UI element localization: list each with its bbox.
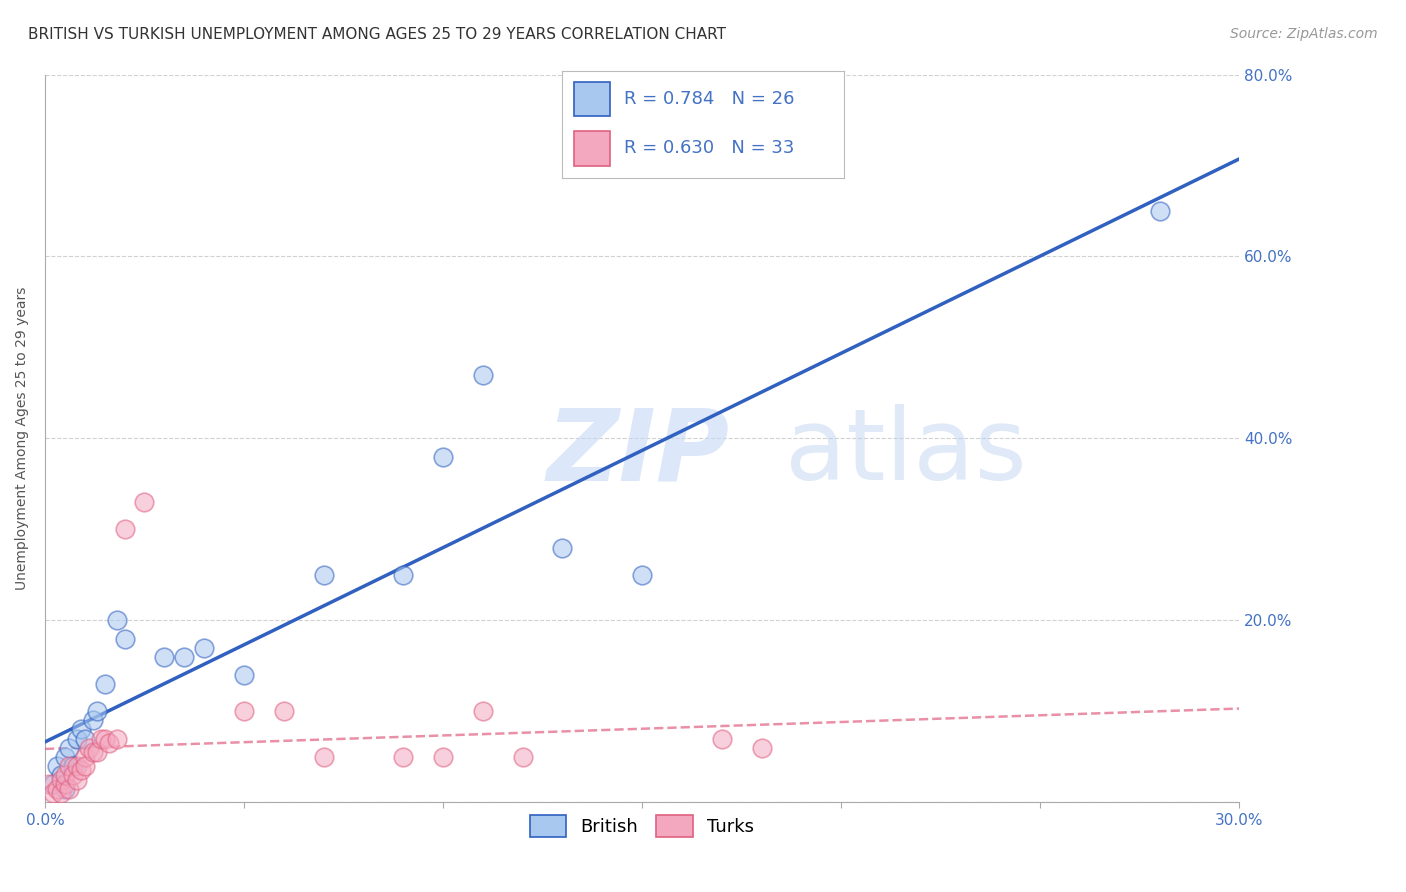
Text: atlas: atlas bbox=[786, 404, 1026, 501]
Point bbox=[512, 749, 534, 764]
Point bbox=[273, 704, 295, 718]
Point bbox=[471, 368, 494, 382]
Point bbox=[312, 749, 335, 764]
Point bbox=[86, 745, 108, 759]
Point bbox=[312, 567, 335, 582]
Point bbox=[432, 450, 454, 464]
Point bbox=[193, 640, 215, 655]
Point bbox=[97, 736, 120, 750]
Point bbox=[73, 749, 96, 764]
Point bbox=[77, 740, 100, 755]
Point bbox=[53, 749, 76, 764]
Point bbox=[105, 731, 128, 746]
FancyBboxPatch shape bbox=[574, 131, 610, 166]
Point bbox=[73, 731, 96, 746]
Point bbox=[38, 777, 60, 791]
Point bbox=[82, 745, 104, 759]
Point bbox=[58, 740, 80, 755]
Point bbox=[1149, 204, 1171, 219]
Point bbox=[153, 649, 176, 664]
Point bbox=[62, 759, 84, 773]
Point bbox=[551, 541, 574, 555]
Point bbox=[134, 495, 156, 509]
Point bbox=[42, 786, 65, 800]
Point bbox=[69, 764, 91, 778]
Point bbox=[66, 759, 89, 773]
Point bbox=[392, 749, 415, 764]
Point bbox=[93, 731, 115, 746]
Point bbox=[49, 768, 72, 782]
Point bbox=[233, 704, 256, 718]
Point bbox=[233, 668, 256, 682]
Point bbox=[66, 772, 89, 787]
Point bbox=[173, 649, 195, 664]
Text: ZIP: ZIP bbox=[547, 404, 730, 501]
Point bbox=[82, 714, 104, 728]
Point bbox=[53, 781, 76, 796]
Point bbox=[58, 759, 80, 773]
Point bbox=[114, 632, 136, 646]
Point bbox=[69, 723, 91, 737]
Point bbox=[105, 613, 128, 627]
Point bbox=[631, 567, 654, 582]
Point bbox=[58, 781, 80, 796]
Text: R = 0.784   N = 26: R = 0.784 N = 26 bbox=[624, 90, 794, 108]
Point bbox=[86, 704, 108, 718]
Point bbox=[53, 777, 76, 791]
Point bbox=[45, 759, 67, 773]
Point bbox=[471, 704, 494, 718]
Point bbox=[93, 677, 115, 691]
Point bbox=[62, 768, 84, 782]
Text: Source: ZipAtlas.com: Source: ZipAtlas.com bbox=[1230, 27, 1378, 41]
Point bbox=[42, 777, 65, 791]
Point bbox=[710, 731, 733, 746]
Point bbox=[432, 749, 454, 764]
Point bbox=[392, 567, 415, 582]
Legend: British, Turks: British, Turks bbox=[523, 808, 761, 844]
FancyBboxPatch shape bbox=[574, 82, 610, 116]
Point bbox=[66, 731, 89, 746]
Text: BRITISH VS TURKISH UNEMPLOYMENT AMONG AGES 25 TO 29 YEARS CORRELATION CHART: BRITISH VS TURKISH UNEMPLOYMENT AMONG AG… bbox=[28, 27, 725, 42]
Point bbox=[53, 768, 76, 782]
Y-axis label: Unemployment Among Ages 25 to 29 years: Unemployment Among Ages 25 to 29 years bbox=[15, 286, 30, 591]
Point bbox=[90, 731, 112, 746]
Point bbox=[73, 759, 96, 773]
Point bbox=[45, 781, 67, 796]
Point bbox=[114, 522, 136, 536]
Point bbox=[751, 740, 773, 755]
Text: R = 0.630   N = 33: R = 0.630 N = 33 bbox=[624, 139, 794, 157]
Point bbox=[49, 786, 72, 800]
Point bbox=[49, 772, 72, 787]
